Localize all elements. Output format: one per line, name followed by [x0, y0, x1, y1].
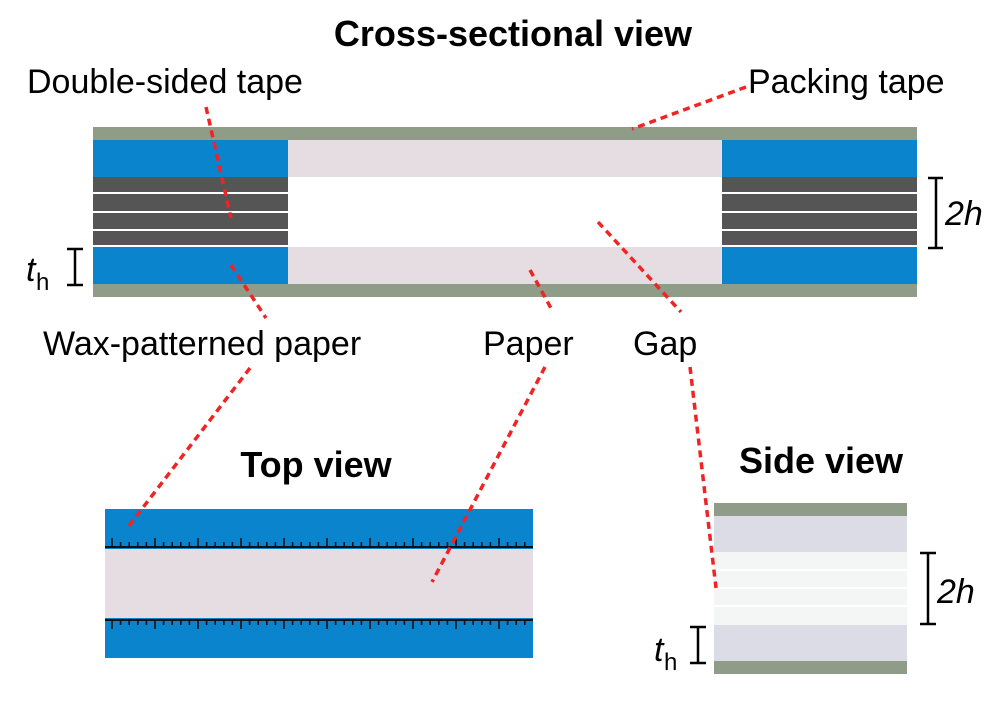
- gap-label: Gap: [633, 325, 697, 363]
- leader-double-sided-tape: [204, 106, 233, 219]
- packing-tape-bottom: [93, 284, 917, 297]
- side-view-paper-top: [714, 516, 907, 552]
- leader-wax-paper-bottom: [126, 366, 252, 529]
- side-view-gap-height-bracket: [920, 551, 936, 626]
- wax-paper-right-top: [722, 140, 917, 177]
- leader-gap-bottom: [688, 366, 718, 589]
- leader-paper-top: [528, 269, 554, 311]
- wax-patterned-paper-label: Wax-patterned paper: [43, 325, 361, 363]
- side-view-gap-height-label: 2h: [936, 573, 975, 611]
- side-view-paper-bottom: [714, 625, 907, 661]
- side-view-packing-tape-top: [714, 503, 907, 516]
- cross-sectional-view: Cross-sectional view: [26, 13, 983, 363]
- paper-top: [288, 140, 722, 177]
- gap-height-bracket: [928, 176, 943, 250]
- side-view-th-bracket: [690, 625, 706, 665]
- th-label-sub: h: [36, 269, 49, 296]
- cross-sectional-view-title: Cross-sectional view: [334, 13, 693, 54]
- th-label-main: t: [26, 251, 37, 289]
- packing-tape-label: Packing tape: [748, 63, 945, 101]
- gap: [288, 177, 722, 247]
- leader-wax-paper-top: [229, 264, 268, 319]
- double-sided-tape-left: [93, 177, 288, 247]
- top-view-wax-pattern-top: [105, 538, 533, 548]
- side-view-th-label-main: t: [654, 631, 665, 669]
- wax-paper-left-top: [93, 140, 288, 177]
- wax-paper-right-bottom: [722, 247, 917, 284]
- side-view-th-label-sub: h: [664, 649, 677, 676]
- paper-label: Paper: [483, 325, 574, 363]
- leader-paper-bottom: [430, 366, 547, 583]
- top-view: Top view: [105, 366, 547, 658]
- gap-height-label: 2h: [944, 195, 983, 233]
- side-view: Side view 2h t h: [654, 366, 975, 676]
- leader-gap-top: [596, 220, 683, 314]
- side-view-packing-tape-bottom: [714, 661, 907, 674]
- leader-packing-tape: [631, 85, 747, 131]
- paper-bottom: [288, 247, 722, 284]
- packing-tape-top: [93, 127, 917, 140]
- top-view-wax-pattern-bottom: [105, 619, 533, 629]
- double-sided-tape-right: [722, 177, 917, 247]
- top-view-paper: [105, 549, 533, 618]
- top-view-title: Top view: [240, 444, 392, 485]
- double-sided-tape-label: Double-sided tape: [27, 63, 303, 101]
- side-view-title: Side view: [739, 440, 904, 481]
- th-bracket: [67, 247, 83, 287]
- wax-paper-left-bottom: [93, 247, 288, 284]
